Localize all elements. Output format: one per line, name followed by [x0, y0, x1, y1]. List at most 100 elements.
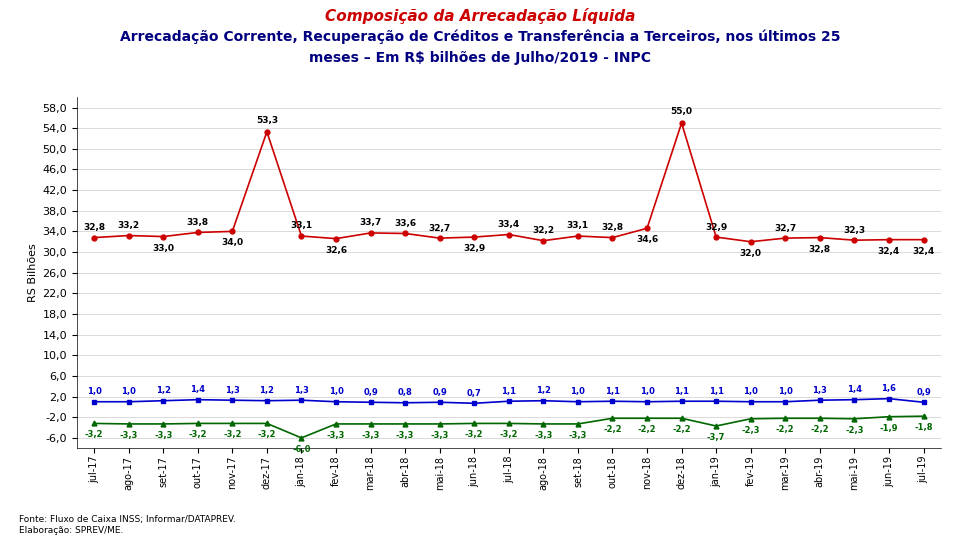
Recuperação de Créditos: [572, 399, 584, 405]
Text: 32,3: 32,3: [843, 226, 866, 234]
Y-axis label: RS Bilhões: RS Bilhões: [28, 244, 38, 302]
Arrecadação Corrente: [365, 230, 376, 236]
Text: -1,9: -1,9: [879, 424, 899, 433]
Recuperação de Créditos: [261, 397, 273, 404]
Arrecadação Corrente: [296, 233, 307, 239]
Transferência a Terceiros: [849, 416, 860, 422]
Arrecadação Corrente: [676, 120, 687, 126]
Recuperação de Créditos: [434, 399, 445, 406]
Recuperação de Créditos: [780, 399, 791, 405]
Transferência a Terceiros: [434, 421, 445, 427]
Transferência a Terceiros: [641, 415, 653, 422]
Arrecadação Corrente: [330, 235, 342, 242]
Recuperação de Créditos: [607, 398, 618, 404]
Text: 1,4: 1,4: [190, 385, 205, 394]
Transferência a Terceiros: [503, 420, 515, 427]
Arrecadação Corrente: [883, 237, 895, 243]
Text: -3,2: -3,2: [84, 430, 104, 440]
Transferência a Terceiros: [676, 415, 687, 422]
Line: Arrecadação Corrente: Arrecadação Corrente: [91, 120, 926, 244]
Text: 33,2: 33,2: [117, 221, 140, 230]
Text: 1,1: 1,1: [674, 387, 689, 396]
Text: 33,7: 33,7: [359, 218, 382, 227]
Arrecadação Corrente: [710, 234, 722, 240]
Text: -2,2: -2,2: [810, 425, 829, 434]
Recuperação de Créditos: [710, 398, 722, 404]
Text: Arrecadação Corrente, Recuperação de Créditos e Transferência a Terceiros, nos ú: Arrecadação Corrente, Recuperação de Cré…: [120, 30, 840, 44]
Text: -2,3: -2,3: [845, 426, 864, 435]
Recuperação de Créditos: [330, 399, 342, 405]
Transferência a Terceiros: [572, 421, 584, 427]
Text: -2,2: -2,2: [637, 425, 657, 434]
Arrecadação Corrente: [261, 129, 273, 135]
Text: 1,2: 1,2: [156, 386, 171, 395]
Arrecadação Corrente: [780, 235, 791, 241]
Text: 1,6: 1,6: [881, 384, 897, 393]
Text: 33,1: 33,1: [566, 221, 589, 231]
Recuperação de Créditos: [918, 399, 929, 406]
Transferência a Terceiros: [330, 421, 342, 427]
Text: 34,0: 34,0: [221, 238, 244, 247]
Text: 1,0: 1,0: [86, 387, 102, 396]
Text: -3,2: -3,2: [223, 430, 242, 440]
Text: 1,1: 1,1: [708, 387, 724, 396]
Text: 32,8: 32,8: [808, 245, 831, 254]
Transferência a Terceiros: [745, 416, 756, 422]
Text: -3,3: -3,3: [361, 431, 380, 440]
Recuperação de Créditos: [296, 397, 307, 403]
Text: -3,2: -3,2: [465, 430, 484, 440]
Arrecadação Corrente: [434, 235, 445, 241]
Text: -3,3: -3,3: [534, 431, 553, 440]
Text: 32,7: 32,7: [774, 224, 797, 233]
Arrecadação Corrente: [503, 231, 515, 238]
Transferência a Terceiros: [607, 415, 618, 422]
Text: 32,4: 32,4: [877, 247, 900, 255]
Text: -3,2: -3,2: [257, 430, 276, 440]
Text: 1,1: 1,1: [501, 387, 516, 396]
Recuperação de Créditos: [399, 400, 411, 406]
Text: -2,2: -2,2: [672, 425, 691, 434]
Text: 32,9: 32,9: [705, 222, 728, 232]
Text: 32,8: 32,8: [83, 223, 106, 232]
Text: -3,3: -3,3: [430, 431, 449, 440]
Text: 33,0: 33,0: [153, 244, 174, 253]
Text: 53,3: 53,3: [255, 116, 278, 125]
Transferência a Terceiros: [227, 420, 238, 427]
Text: -3,2: -3,2: [499, 430, 518, 440]
Text: 32,0: 32,0: [740, 249, 761, 258]
Arrecadação Corrente: [399, 230, 411, 237]
Text: 32,4: 32,4: [912, 247, 935, 255]
Transferência a Terceiros: [399, 421, 411, 427]
Line: Recuperação de Créditos: Recuperação de Créditos: [91, 396, 926, 406]
Transferência a Terceiros: [468, 420, 480, 427]
Text: -1,8: -1,8: [914, 423, 933, 432]
Text: -3,3: -3,3: [396, 431, 415, 440]
Text: 1,3: 1,3: [294, 386, 309, 395]
Text: 1,0: 1,0: [570, 387, 586, 396]
Text: 34,6: 34,6: [636, 235, 659, 244]
Text: -3,3: -3,3: [154, 431, 173, 440]
Text: 32,2: 32,2: [532, 226, 555, 235]
Recuperação de Créditos: [123, 399, 134, 405]
Text: 1,1: 1,1: [605, 387, 620, 396]
Recuperação de Créditos: [745, 399, 756, 405]
Transferência a Terceiros: [157, 421, 169, 427]
Text: 32,8: 32,8: [601, 223, 624, 232]
Text: 1,0: 1,0: [778, 387, 793, 396]
Line: Transferência a Terceiros: Transferência a Terceiros: [91, 414, 926, 440]
Text: 32,7: 32,7: [428, 224, 451, 233]
Recuperação de Créditos: [365, 399, 376, 406]
Text: 1,0: 1,0: [328, 387, 344, 396]
Recuperação de Créditos: [641, 399, 653, 405]
Text: -3,3: -3,3: [568, 431, 588, 440]
Arrecadação Corrente: [745, 239, 756, 245]
Text: 0,7: 0,7: [467, 389, 482, 398]
Arrecadação Corrente: [227, 228, 238, 235]
Text: 33,8: 33,8: [186, 218, 209, 227]
Arrecadação Corrente: [192, 229, 204, 235]
Text: 33,1: 33,1: [290, 221, 313, 231]
Text: -3,7: -3,7: [707, 433, 726, 442]
Text: 1,0: 1,0: [639, 387, 655, 396]
Text: 55,0: 55,0: [671, 107, 692, 116]
Text: 32,9: 32,9: [463, 244, 486, 253]
